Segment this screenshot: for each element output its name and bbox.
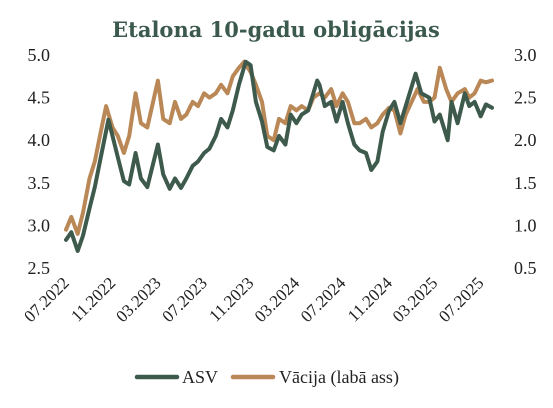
x-tick-label: 11.2022: [67, 273, 119, 325]
y-right-tick-label: 2.0: [514, 130, 537, 150]
y-axis-right: 0.5 1.0 1.5 2.0 2.5 3.0: [514, 45, 537, 278]
chart-title: Etalona 10-gadu obligācijas: [112, 17, 440, 42]
legend: ASV Vācija (labā ass): [134, 367, 399, 388]
x-tick-label: 07.2023: [158, 273, 211, 326]
y-right-tick-label: 3.0: [514, 45, 537, 65]
x-tick-label: 03.2023: [112, 273, 165, 326]
y-right-tick-label: 0.5: [514, 258, 537, 278]
series-layer: [64, 59, 494, 253]
x-tick-label: 07.2022: [20, 273, 73, 326]
y-left-tick-label: 4.0: [28, 130, 51, 150]
x-tick-label: 11.2023: [205, 273, 257, 325]
x-tick-label: 07.2025: [435, 273, 488, 326]
y-left-tick-label: 2.5: [28, 258, 51, 278]
y-right-tick-label: 1.5: [514, 173, 537, 193]
y-right-tick-label: 1.0: [514, 215, 537, 235]
series-line-asv: [64, 59, 494, 253]
y-axis-left: 2.5 3.0 3.5 4.0 4.5 5.0: [28, 45, 51, 278]
y-right-tick-label: 2.5: [514, 88, 537, 108]
legend-label: ASV: [182, 367, 218, 387]
x-axis: 07.202211.202203.202307.202311.202303.20…: [20, 273, 487, 326]
x-tick-label: 03.2024: [251, 273, 304, 326]
x-tick-label: 11.2024: [344, 273, 396, 325]
y-left-tick-label: 5.0: [28, 45, 51, 65]
series-line-vacija: [64, 59, 494, 236]
x-tick-label: 07.2024: [297, 273, 350, 326]
x-tick-label: 03.2025: [389, 273, 442, 326]
y-left-tick-label: 4.5: [28, 88, 51, 108]
y-left-tick-label: 3.0: [28, 215, 51, 235]
legend-label: Vācija (labā ass): [279, 367, 399, 388]
y-left-tick-label: 3.5: [28, 173, 51, 193]
